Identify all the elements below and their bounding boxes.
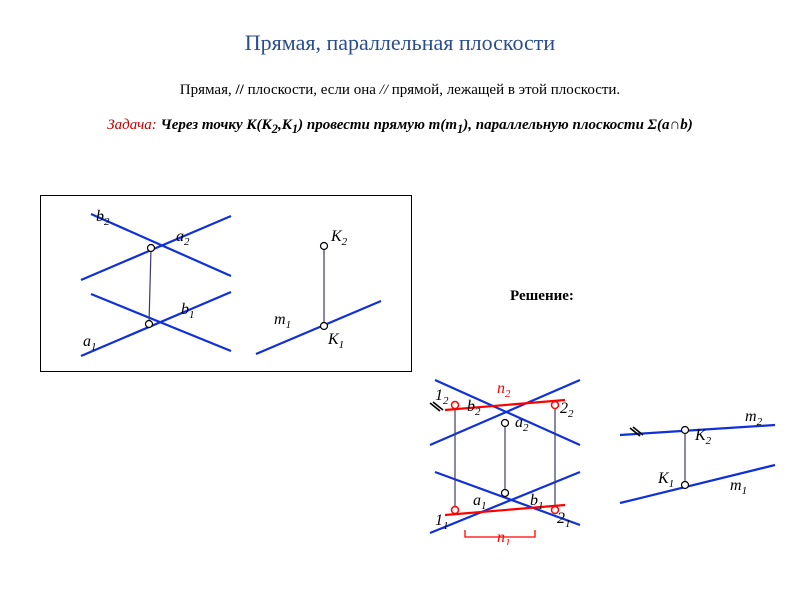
given-diagram-box: b2 a2 a1 b1 K2 K1 m1 — [40, 195, 412, 372]
svg-text:b1: b1 — [181, 301, 195, 321]
svg-text:K1: K1 — [657, 470, 674, 490]
svg-text:a1: a1 — [83, 333, 97, 353]
page-title: Прямая, параллельная плоскости — [0, 0, 800, 56]
svg-text:K2: K2 — [330, 228, 348, 248]
solution-plane-diagram: 1222b2a2n21121a1b1n1 — [405, 345, 605, 545]
svg-text:m1: m1 — [730, 477, 747, 497]
st-p4: // — [380, 82, 388, 98]
prk-k: К(К — [246, 117, 271, 133]
prk-c: ,К — [278, 117, 292, 133]
pr3: , параллельную плоскости — [468, 117, 647, 133]
svg-text:22: 22 — [560, 400, 574, 420]
problem-zadacha: Задача: — [107, 117, 156, 133]
svg-text:b2: b2 — [96, 208, 110, 228]
svg-text:a2: a2 — [176, 228, 190, 248]
svg-text:b2: b2 — [467, 398, 481, 418]
svg-text:a2: a2 — [515, 414, 529, 434]
svg-text:21: 21 — [557, 510, 571, 530]
subtitle: Прямая, // плоскости, если она // прямой… — [0, 82, 800, 99]
solution-line-diagram: K2K1m2m1 — [600, 385, 800, 535]
prm-m: m(m — [429, 117, 457, 133]
svg-text:n2: n2 — [497, 380, 511, 400]
svg-text:12: 12 — [435, 387, 449, 407]
problem-statement: Задача: Через точку К(К2,К1) провести пр… — [0, 117, 800, 137]
svg-text:m1: m1 — [274, 311, 291, 331]
st-p3: плоскости, если она — [244, 82, 380, 98]
st-p5: прямой, лежащей в этой плоскости. — [388, 82, 620, 98]
pr2: провести прямую — [303, 117, 429, 133]
st-p1: Прямая, — [180, 82, 236, 98]
svg-text:m2: m2 — [745, 408, 763, 428]
svg-text:K1: K1 — [327, 331, 344, 351]
prk: К(К2,К1) — [246, 117, 303, 133]
solution-label: Решение: — [510, 288, 574, 305]
svg-text:a1: a1 — [473, 492, 487, 512]
prm: m(m1) — [429, 117, 469, 133]
pr1: Через точку — [157, 117, 247, 133]
sigma: Σ(a∩b) — [648, 117, 693, 133]
st-p2: // — [235, 82, 243, 98]
given-diagram: b2 a2 a1 b1 K2 K1 m1 — [41, 196, 411, 371]
